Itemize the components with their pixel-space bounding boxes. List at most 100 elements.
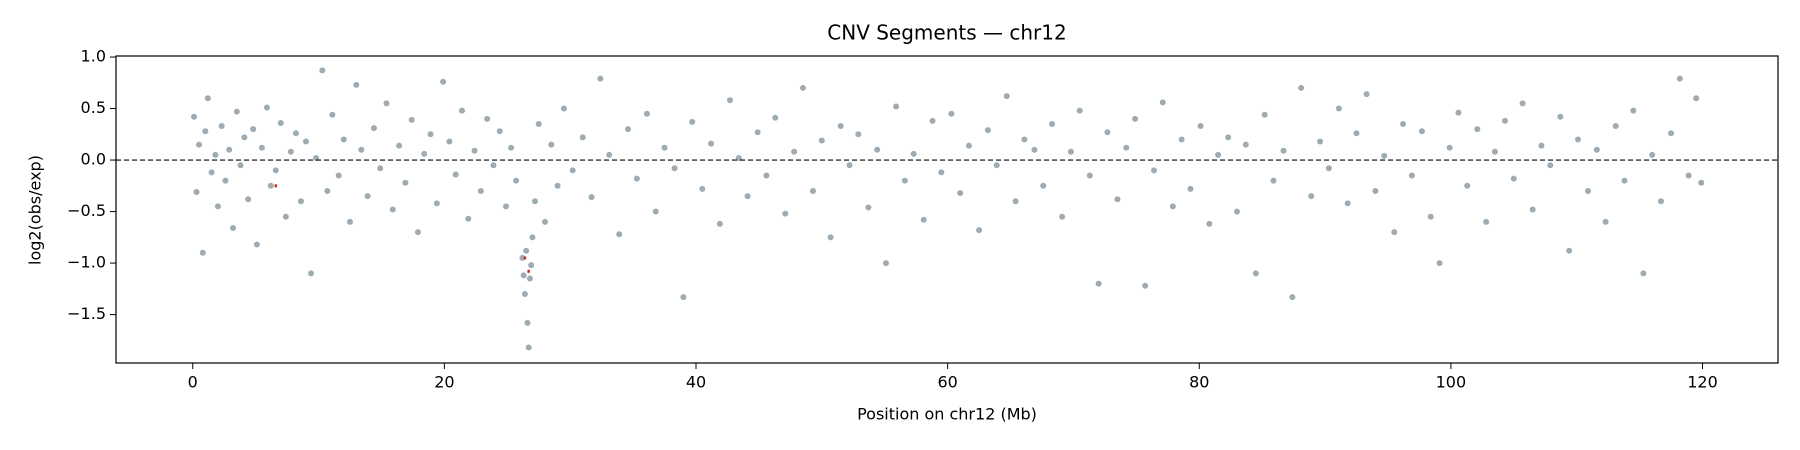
point <box>910 150 917 157</box>
point <box>744 193 751 200</box>
point <box>414 229 421 236</box>
point <box>193 188 200 195</box>
point <box>1289 294 1296 301</box>
point <box>1280 147 1287 154</box>
y-tick-label: 0.5 <box>81 98 106 117</box>
point <box>976 227 983 234</box>
point <box>1418 128 1425 135</box>
point <box>1159 99 1166 106</box>
point <box>1436 260 1443 267</box>
point <box>1698 179 1705 186</box>
x-tick-label: 60 <box>937 373 957 392</box>
y-tick-label: −0.5 <box>67 201 106 220</box>
point <box>1557 113 1564 120</box>
point <box>421 150 428 157</box>
point <box>1446 144 1453 151</box>
point <box>1668 130 1675 137</box>
point <box>292 130 299 137</box>
point <box>882 260 889 267</box>
point <box>1372 187 1379 194</box>
point <box>525 344 532 351</box>
point <box>1574 136 1581 143</box>
point <box>521 290 528 297</box>
point <box>993 162 1000 169</box>
point <box>560 105 567 112</box>
point <box>633 175 640 182</box>
point <box>1114 196 1121 203</box>
point <box>408 116 415 123</box>
point <box>496 128 503 135</box>
point <box>754 129 761 136</box>
point <box>1612 123 1619 130</box>
point <box>1400 120 1407 127</box>
point <box>1630 107 1637 114</box>
point <box>1455 109 1462 116</box>
point <box>1012 198 1019 205</box>
point <box>625 126 632 133</box>
point <box>513 177 520 184</box>
point <box>893 103 900 110</box>
point <box>1547 162 1554 169</box>
point <box>1003 93 1010 100</box>
x-tick-label: 120 <box>1687 373 1718 392</box>
point <box>689 118 696 125</box>
point <box>1676 75 1683 82</box>
point <box>370 125 377 132</box>
point <box>529 234 536 241</box>
point <box>1510 175 1517 182</box>
point <box>308 270 315 277</box>
point <box>503 203 510 210</box>
point <box>1132 115 1139 122</box>
point <box>1427 213 1434 220</box>
point <box>196 141 203 148</box>
y-axis-label: log2(obs/exp) <box>26 155 45 265</box>
point <box>364 193 371 200</box>
point <box>347 218 354 225</box>
point <box>335 172 342 179</box>
point <box>1474 126 1481 133</box>
point <box>245 196 252 203</box>
point <box>984 127 991 134</box>
point <box>263 104 270 111</box>
point <box>920 216 927 223</box>
point <box>199 249 206 256</box>
point <box>699 185 706 192</box>
point <box>938 169 945 176</box>
point <box>433 200 440 207</box>
point <box>865 204 872 211</box>
point <box>966 142 973 149</box>
point <box>218 123 225 130</box>
point <box>818 137 825 144</box>
point <box>1335 105 1342 112</box>
point <box>671 165 678 172</box>
point <box>606 151 613 158</box>
point <box>402 179 409 186</box>
point <box>446 138 453 145</box>
point <box>1519 100 1526 107</box>
point <box>1049 120 1056 127</box>
point <box>1206 220 1213 227</box>
point <box>465 215 472 222</box>
point <box>324 187 331 194</box>
point <box>782 210 789 217</box>
point <box>1593 146 1600 153</box>
point <box>680 294 687 301</box>
y-tick-label: −1.0 <box>67 253 106 272</box>
point <box>272 167 279 174</box>
point <box>1649 151 1656 158</box>
point <box>929 117 936 124</box>
point <box>1491 148 1498 155</box>
point <box>616 231 623 238</box>
point <box>1031 146 1038 153</box>
point <box>520 272 527 279</box>
point <box>1408 172 1415 179</box>
point <box>1685 172 1692 179</box>
y-tick-label: 0.0 <box>81 150 106 169</box>
point <box>358 146 365 153</box>
point <box>1150 167 1157 174</box>
point <box>1693 95 1700 102</box>
point <box>226 146 233 153</box>
x-tick-label: 80 <box>1189 373 1209 392</box>
point <box>389 206 396 213</box>
point <box>253 241 260 248</box>
